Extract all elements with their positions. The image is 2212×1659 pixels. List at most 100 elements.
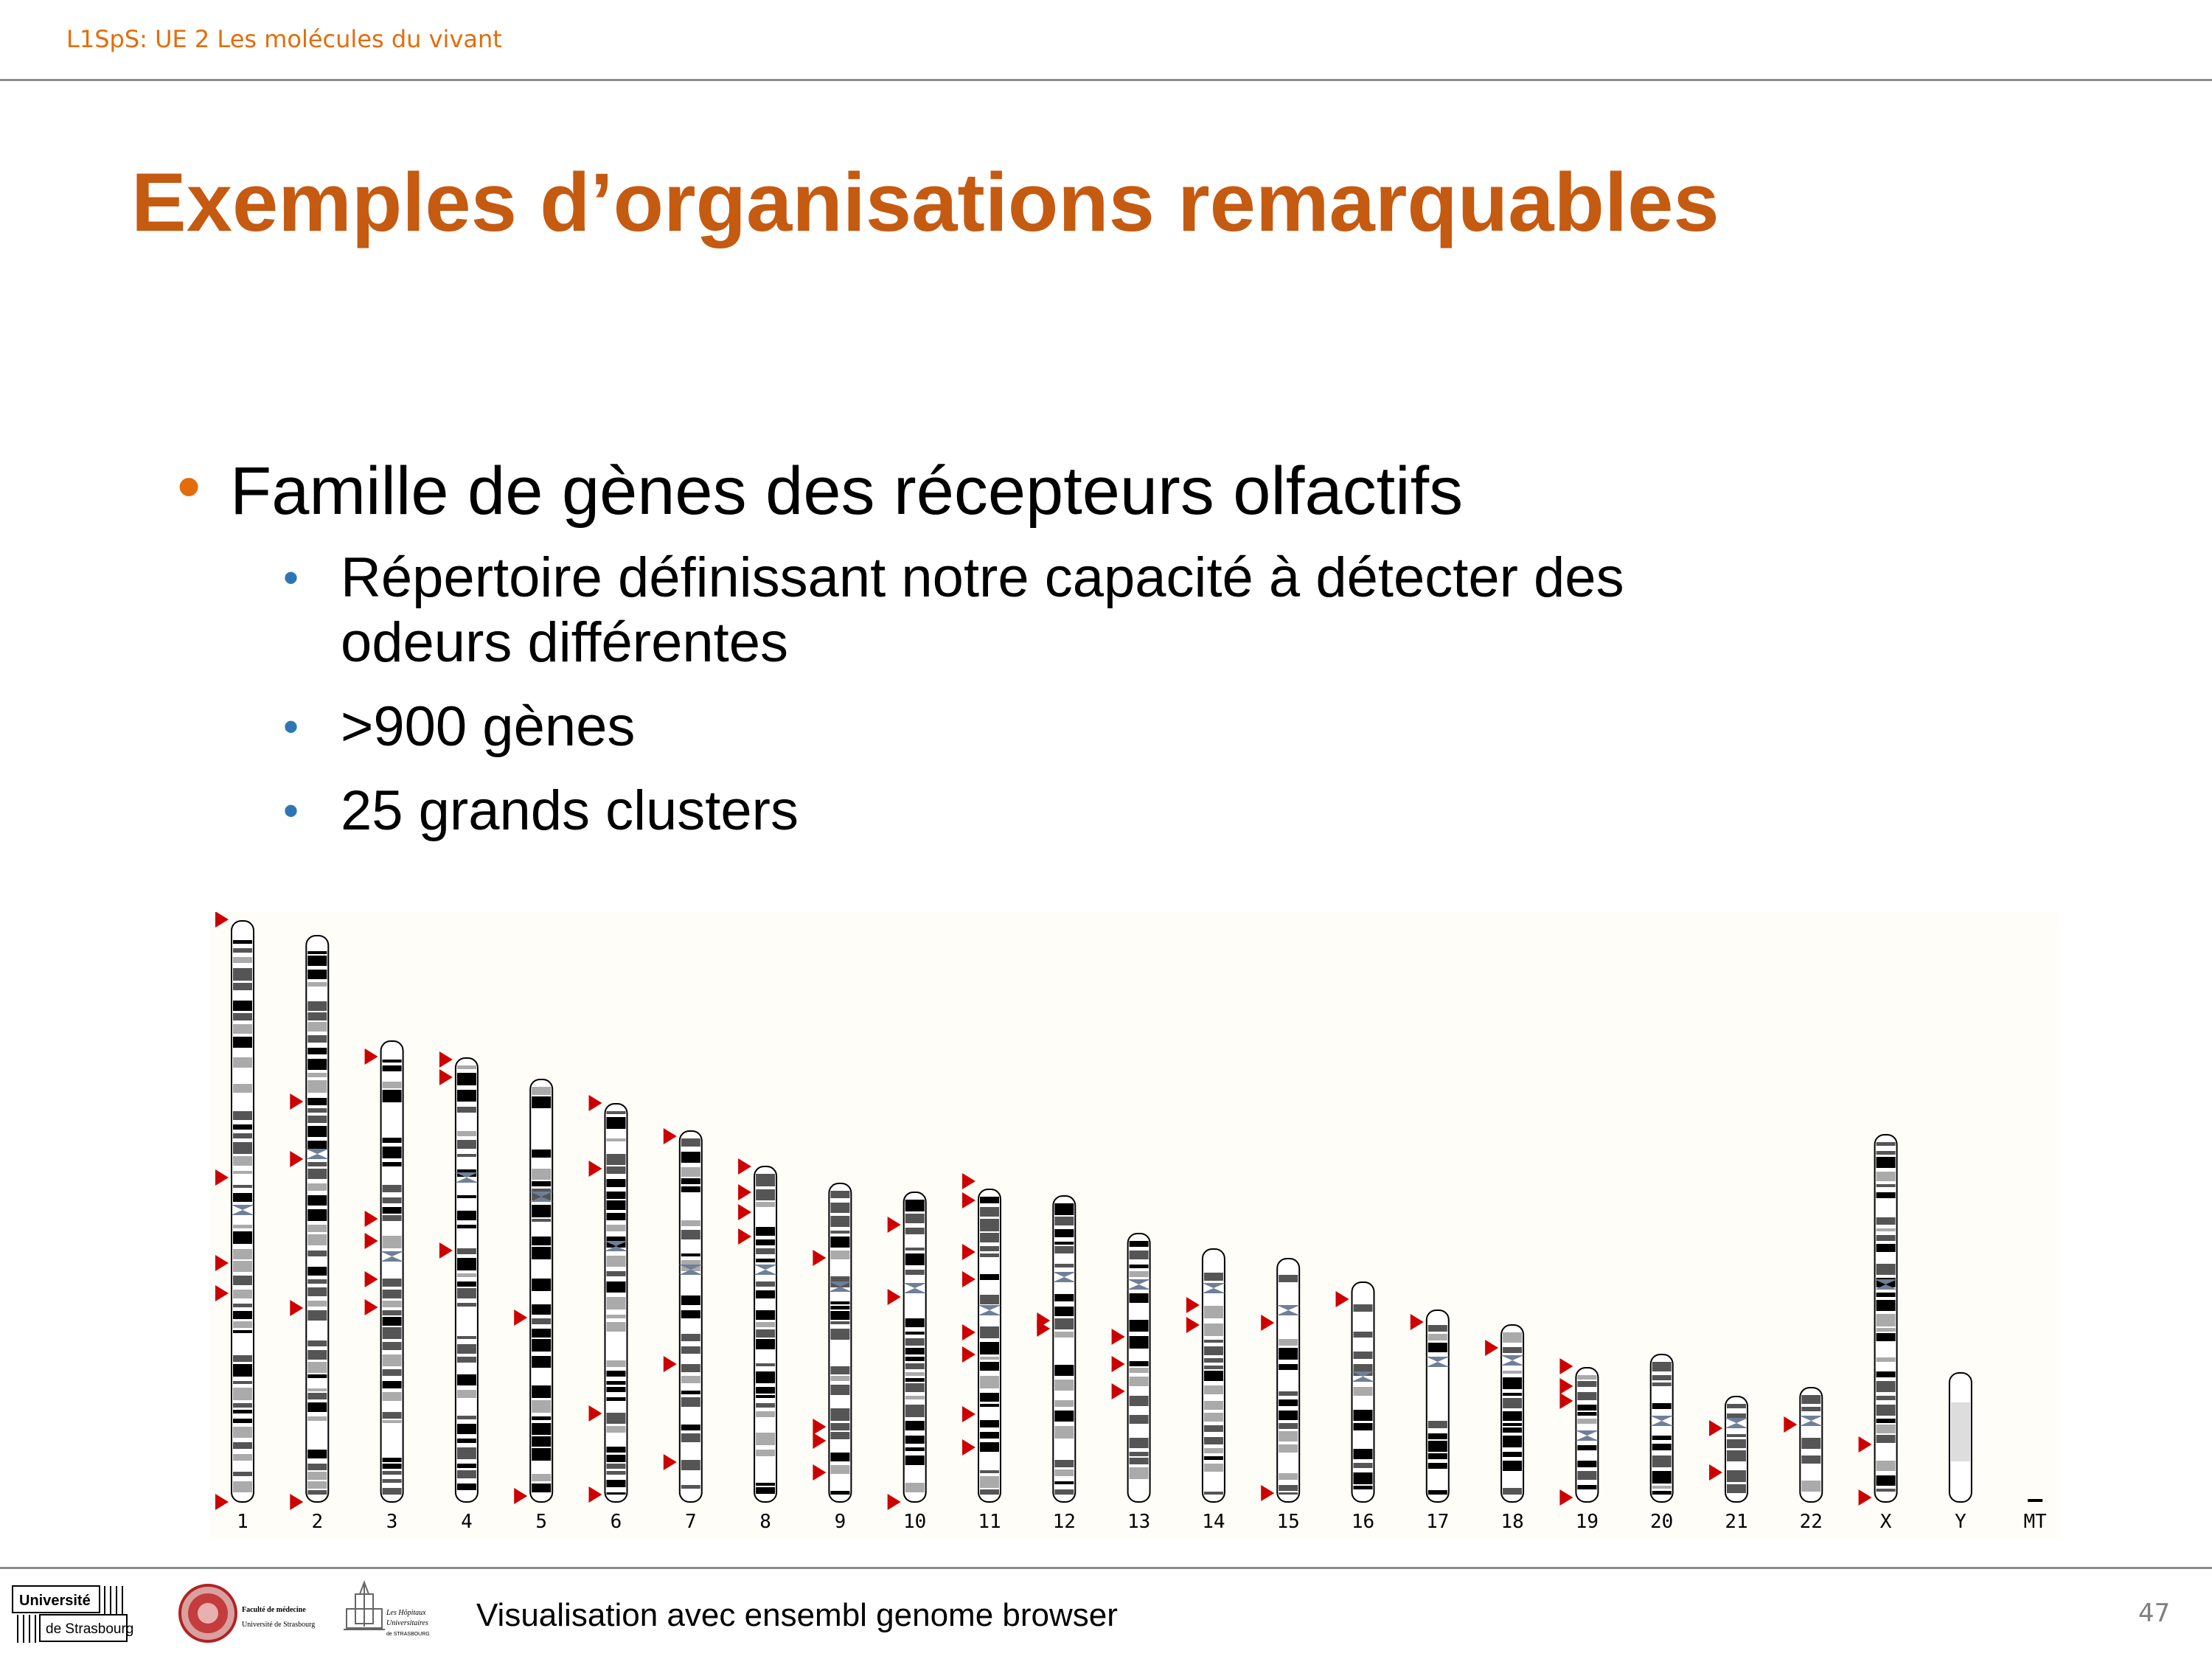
chromosome-band (1876, 1300, 1896, 1311)
chromosome-2 (305, 935, 330, 1503)
chromosome-band (456, 1484, 476, 1490)
chromosome-band (1577, 1375, 1597, 1380)
chromosome-band (1203, 1346, 1223, 1355)
chromosome-band (1054, 1426, 1074, 1439)
chromosome-band (1727, 1484, 1746, 1493)
chromosome-band (1876, 1184, 1896, 1187)
chromosome-band (307, 1169, 327, 1179)
chromosome-band (307, 1340, 327, 1346)
chromosome-band (905, 1396, 925, 1399)
chromosome-band (233, 1442, 252, 1449)
olfactory-cluster-marker (738, 1158, 752, 1175)
chromosome-band (532, 1279, 552, 1291)
chromosome-band (980, 1404, 999, 1407)
chromosome-band (233, 1001, 252, 1011)
chromosome-band (233, 1084, 252, 1093)
chromosome-band (606, 1213, 626, 1220)
chromosome-band (1876, 1357, 1896, 1362)
chromosome-band (1876, 1461, 1896, 1471)
olfactory-cluster-marker (962, 1346, 975, 1363)
chromosome-band (606, 1315, 626, 1318)
centromere-marker (1276, 1310, 1301, 1315)
course-header: L1SpS: UE 2 Les molécules du vivant (66, 25, 502, 53)
centromere-marker (754, 1270, 778, 1275)
chromosome-band (307, 1022, 327, 1032)
chromosome-label: 3 (386, 1511, 398, 1533)
chromosome-band (532, 1400, 552, 1413)
chromosome-band (307, 1416, 327, 1421)
chromosome-band (606, 1360, 626, 1367)
chromosome-band (756, 1329, 776, 1338)
chromosome-label: 2 (311, 1511, 323, 1533)
chromosome-band (1503, 1423, 1523, 1426)
chromosome-band (606, 1447, 626, 1453)
chromosome-band (1652, 1436, 1672, 1440)
chromosome-band (1054, 1294, 1074, 1301)
chromosome-band (980, 1489, 999, 1495)
chromosome-band (307, 1225, 327, 1232)
chromosome-band (1652, 1403, 1672, 1409)
chromosome-band (382, 1310, 402, 1315)
chromosome-band (456, 1374, 476, 1385)
hopitaux-universitaires-logo: Les Hôpitaux Universitaires de STRASBOUR… (341, 1578, 437, 1652)
centromere-marker (1874, 1284, 1898, 1290)
chromosome-band (1801, 1455, 1821, 1464)
chromosome-band (756, 1387, 776, 1394)
centromere-marker (1425, 1362, 1450, 1367)
olfactory-cluster-marker (962, 1192, 975, 1208)
centromere-marker (678, 1270, 703, 1275)
chromosome-17 (1425, 1310, 1450, 1503)
chromosome-8 (754, 1166, 778, 1503)
chromosome-band (1203, 1448, 1223, 1453)
chromosome-band (1129, 1361, 1149, 1366)
olfactory-cluster-marker (364, 1299, 378, 1315)
olfactory-cluster-marker (1335, 1291, 1349, 1307)
chromosome-band (307, 1001, 327, 1011)
chromosome-band (756, 1290, 776, 1298)
chromosome-band (382, 1197, 402, 1203)
chromosome-band (830, 1465, 850, 1474)
chromosome-band (233, 1304, 252, 1307)
chromosome-band (980, 1393, 999, 1402)
footer-divider (0, 1567, 2212, 1569)
chromosome-band (1203, 1413, 1223, 1422)
centromere-marker (305, 1154, 330, 1159)
chromosome-band (233, 1231, 252, 1244)
chromosome-band (1427, 1334, 1447, 1340)
chromosome-band (606, 1397, 626, 1401)
chromosome-band (456, 1281, 476, 1287)
chromosome-band (532, 1448, 552, 1461)
chromosome-band (606, 1371, 626, 1377)
olfactory-cluster-marker (439, 1069, 453, 1085)
chromosome-band (681, 1152, 700, 1163)
chromosome-band (233, 1311, 252, 1319)
chromosome-band (233, 1013, 252, 1020)
chromosome-band (830, 1453, 850, 1461)
chromosome-label: 1 (237, 1511, 248, 1533)
chromosome-band (1353, 1352, 1373, 1359)
chromosome-band (606, 1281, 626, 1293)
chromosome-body-15 (1276, 1258, 1301, 1503)
centromere-marker (1127, 1279, 1151, 1284)
chromosome-5 (529, 1079, 554, 1503)
chromosome-band (681, 1364, 700, 1372)
chromosome-band (681, 1334, 700, 1341)
chromosome-band (606, 1179, 626, 1187)
centromere-marker (978, 1310, 1001, 1315)
chromosome-band (1203, 1401, 1223, 1410)
chromosome-band (905, 1363, 925, 1369)
chromosome-band (1652, 1375, 1672, 1380)
chromosome-band (830, 1251, 850, 1259)
chromosome-band (233, 1481, 252, 1492)
chromosome-band (456, 1464, 476, 1468)
chromosome-band (307, 1464, 327, 1470)
centromere-marker (380, 1251, 404, 1256)
chromosome-band (1577, 1461, 1597, 1467)
chromosome-band (1279, 1431, 1298, 1441)
centromere-marker (1500, 1355, 1525, 1360)
olfactory-cluster-marker (215, 1255, 229, 1271)
chromosome-band (1353, 1449, 1373, 1459)
chromosome-band (307, 1267, 327, 1276)
chromosome-label: 22 (1800, 1511, 1823, 1533)
figure-caption: Visualisation avec ensembl genome browse… (476, 1597, 1118, 1633)
